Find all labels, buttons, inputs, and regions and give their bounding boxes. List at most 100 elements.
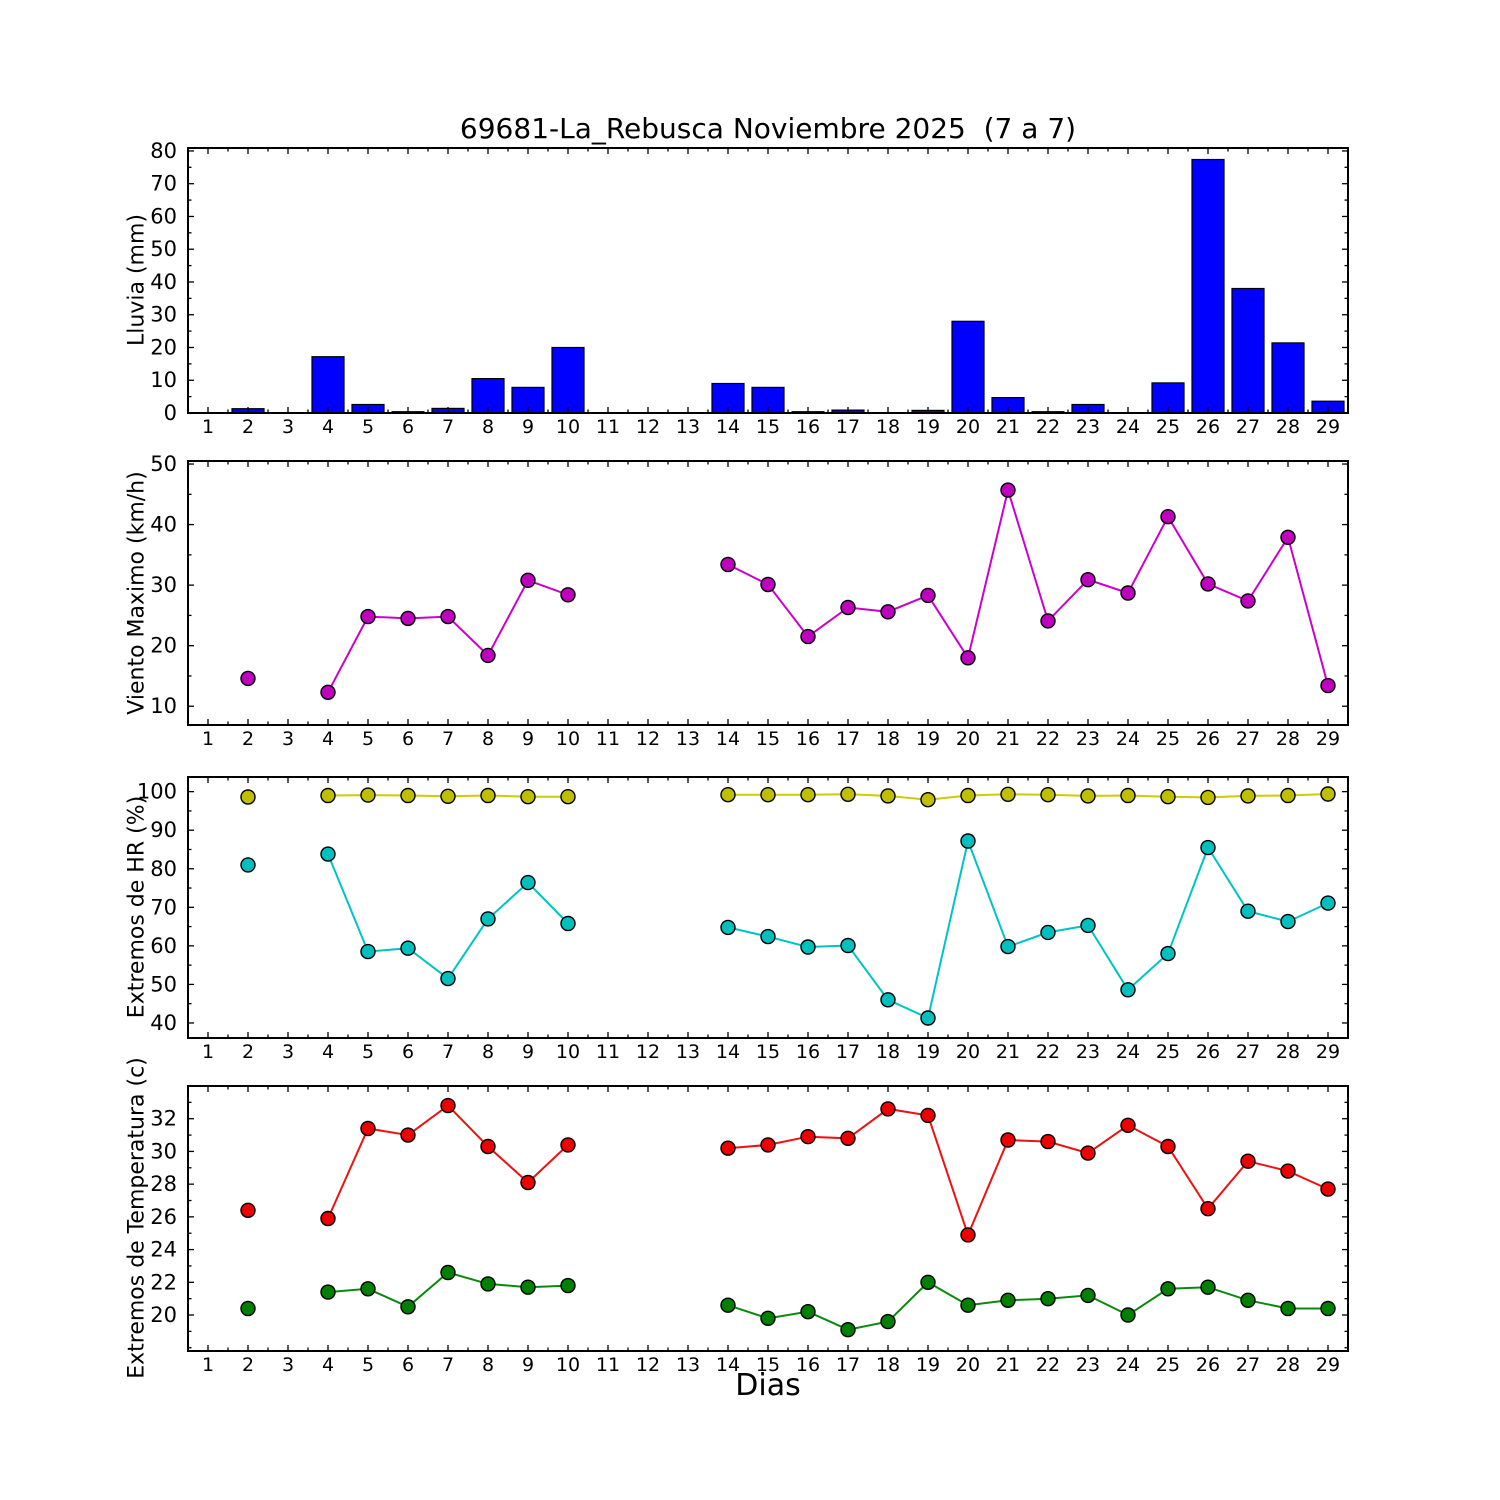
hr-x-tick-25: 25 xyxy=(1156,1041,1180,1063)
hr-y-tick-40: 40 xyxy=(150,1011,177,1035)
wind-x-tick-24: 24 xyxy=(1116,728,1140,750)
rain-x-tick-29: 29 xyxy=(1316,416,1340,438)
temp-max-point-day-19 xyxy=(920,1107,936,1124)
hr-min-point-day-24 xyxy=(1120,982,1136,998)
rain-x-tick-22: 22 xyxy=(1036,416,1060,438)
temp-max-point-day-8 xyxy=(480,1138,496,1155)
temp-max-point-day-24 xyxy=(1120,1117,1136,1134)
temp-y-tick-20: 20 xyxy=(150,1303,177,1327)
wind-x-tick-14: 14 xyxy=(716,728,740,750)
temp-x-tick-25: 25 xyxy=(1156,1354,1180,1376)
hr-x-tick-24: 24 xyxy=(1116,1041,1140,1063)
temp-min-point-day-17 xyxy=(840,1321,856,1338)
wind-x-tick-4: 4 xyxy=(322,728,334,750)
rain-x-tick-14: 14 xyxy=(716,416,740,438)
hr-min-point-day-7 xyxy=(440,970,456,987)
hr-max-line xyxy=(327,793,1329,801)
temp-x-tick-28: 28 xyxy=(1276,1354,1300,1376)
hr-min-point-day-14 xyxy=(720,919,736,936)
temp-y-tick-22: 22 xyxy=(150,1270,177,1294)
wind-x-tick-25: 25 xyxy=(1156,728,1180,750)
hr-min-point-day-5 xyxy=(360,943,376,960)
hr-min-point-day-21 xyxy=(1000,938,1016,955)
hr-max-point-day-18 xyxy=(880,788,896,804)
rain-x-tick-9: 9 xyxy=(522,416,534,438)
hr-max-point-day-27 xyxy=(1240,788,1256,804)
viento-maximo-point-day-14 xyxy=(720,556,736,573)
temp-min-point-day-29 xyxy=(1320,1300,1336,1317)
wind-x-tick-20: 20 xyxy=(956,728,980,750)
temp-min-point-day-28 xyxy=(1280,1300,1296,1317)
temp-min-point-day-10 xyxy=(560,1277,576,1294)
temp-min-point-day-7 xyxy=(440,1264,456,1281)
hr-max-point-day-17 xyxy=(840,786,856,802)
rain-x-tick-23: 23 xyxy=(1076,416,1100,438)
temp-max-point-day-6 xyxy=(400,1127,416,1143)
wind-y-tick-40: 40 xyxy=(150,513,177,537)
temp-y-tick-30: 30 xyxy=(150,1139,177,1163)
wind-x-tick-labels: 1 2 3 4 5 6 7 8 9 10 11 12 13 14 15 16 17 18 19 20 21 22 23 24 2… xyxy=(202,728,1340,750)
temp-min-point-day-5 xyxy=(360,1281,376,1297)
hr-x-tick-9: 9 xyxy=(522,1041,534,1063)
viento-maximo-point-day-24 xyxy=(1120,585,1136,601)
temp-x-tick-23: 23 xyxy=(1076,1354,1100,1376)
hr-y-tick-70: 70 xyxy=(150,895,177,919)
rain-x-tick-7: 7 xyxy=(442,416,454,438)
hr-max-point-day-10 xyxy=(560,789,576,805)
temp-max-point-day-15 xyxy=(760,1137,776,1153)
viento-maximo-point-day-25 xyxy=(1160,509,1176,525)
wind-x-tick-28: 28 xyxy=(1276,728,1300,750)
viento-maximo-point-day-19 xyxy=(920,587,936,604)
temp-y-tick-24: 24 xyxy=(150,1238,177,1262)
hr-max-point-day-29 xyxy=(1320,786,1336,802)
temp-x-tick-8: 8 xyxy=(482,1354,494,1376)
rain-y-tick-20: 20 xyxy=(150,335,177,359)
hr-max-point-day-16 xyxy=(800,787,816,803)
wind-x-tick-15: 15 xyxy=(756,728,780,750)
rain-y-tick-80: 80 xyxy=(150,139,177,163)
viento-maximo-point-day-17 xyxy=(840,599,856,616)
wind-x-tick-29: 29 xyxy=(1316,728,1340,750)
wind-y-tick-20: 20 xyxy=(150,634,177,658)
temp-x-tick-17: 17 xyxy=(836,1354,860,1376)
temp-min-point-day-14 xyxy=(720,1297,736,1313)
temp-x-tick-2: 2 xyxy=(242,1354,254,1376)
rain-bar-day-28 xyxy=(1271,342,1305,414)
viento-maximo-point-day-20 xyxy=(960,650,976,666)
wind-x-tick-19: 19 xyxy=(916,728,940,750)
viento-maximo-point-day-6 xyxy=(400,610,416,627)
rain-x-tick-1: 1 xyxy=(202,416,214,438)
hr-max-point-day-14 xyxy=(720,787,736,803)
wind-y-tick-50: 50 xyxy=(150,452,177,476)
temp-max-point-day-17 xyxy=(840,1130,856,1147)
temp-x-tick-21: 21 xyxy=(996,1354,1020,1376)
hr-x-tick-7: 7 xyxy=(442,1041,454,1063)
wind-x-tick-10: 10 xyxy=(556,728,580,750)
viento-maximo-point-day-28 xyxy=(1280,529,1296,545)
wind-x-tick-27: 27 xyxy=(1236,728,1260,750)
temp-x-tick-1: 1 xyxy=(202,1354,214,1376)
temp-min-point-day-18 xyxy=(880,1313,896,1330)
wind-x-tick-1: 1 xyxy=(202,728,214,750)
hr-x-tick-23: 23 xyxy=(1076,1041,1100,1063)
hr-x-tick-27: 27 xyxy=(1236,1041,1260,1063)
hr-y-axis-label: Extremos de HR (%) xyxy=(124,795,150,1019)
temp-min-point-day-15 xyxy=(760,1310,776,1327)
hr-min-point-day-10 xyxy=(560,915,576,932)
rain-x-tick-labels: 1 2 3 4 5 6 7 8 9 10 11 12 13 14 15 16 17 18 19 20 21 22 23 24 2… xyxy=(202,416,1340,438)
rain-x-tick-11: 11 xyxy=(596,416,620,438)
hr-y-tick-80: 80 xyxy=(150,857,177,881)
temp-min-point-day-8 xyxy=(480,1276,496,1292)
hr-max-point-day-28 xyxy=(1280,787,1296,804)
viento-maximo-point-day-2 xyxy=(240,670,256,687)
temp-max-point-day-2 xyxy=(240,1202,256,1219)
wind-ticks xyxy=(188,461,1348,725)
temp-max-point-day-27 xyxy=(1240,1153,1256,1169)
temp-min-point-day-23 xyxy=(1080,1287,1096,1304)
temp-x-tick-11: 11 xyxy=(596,1354,620,1376)
temp-max-point-day-21 xyxy=(1000,1132,1016,1148)
viento-maximo-point-day-22 xyxy=(1040,613,1056,629)
temp-y-tick-labels: 20 22 24 26 28 30 32 xyxy=(150,1107,177,1327)
hr-x-tick-10: 10 xyxy=(556,1041,580,1063)
